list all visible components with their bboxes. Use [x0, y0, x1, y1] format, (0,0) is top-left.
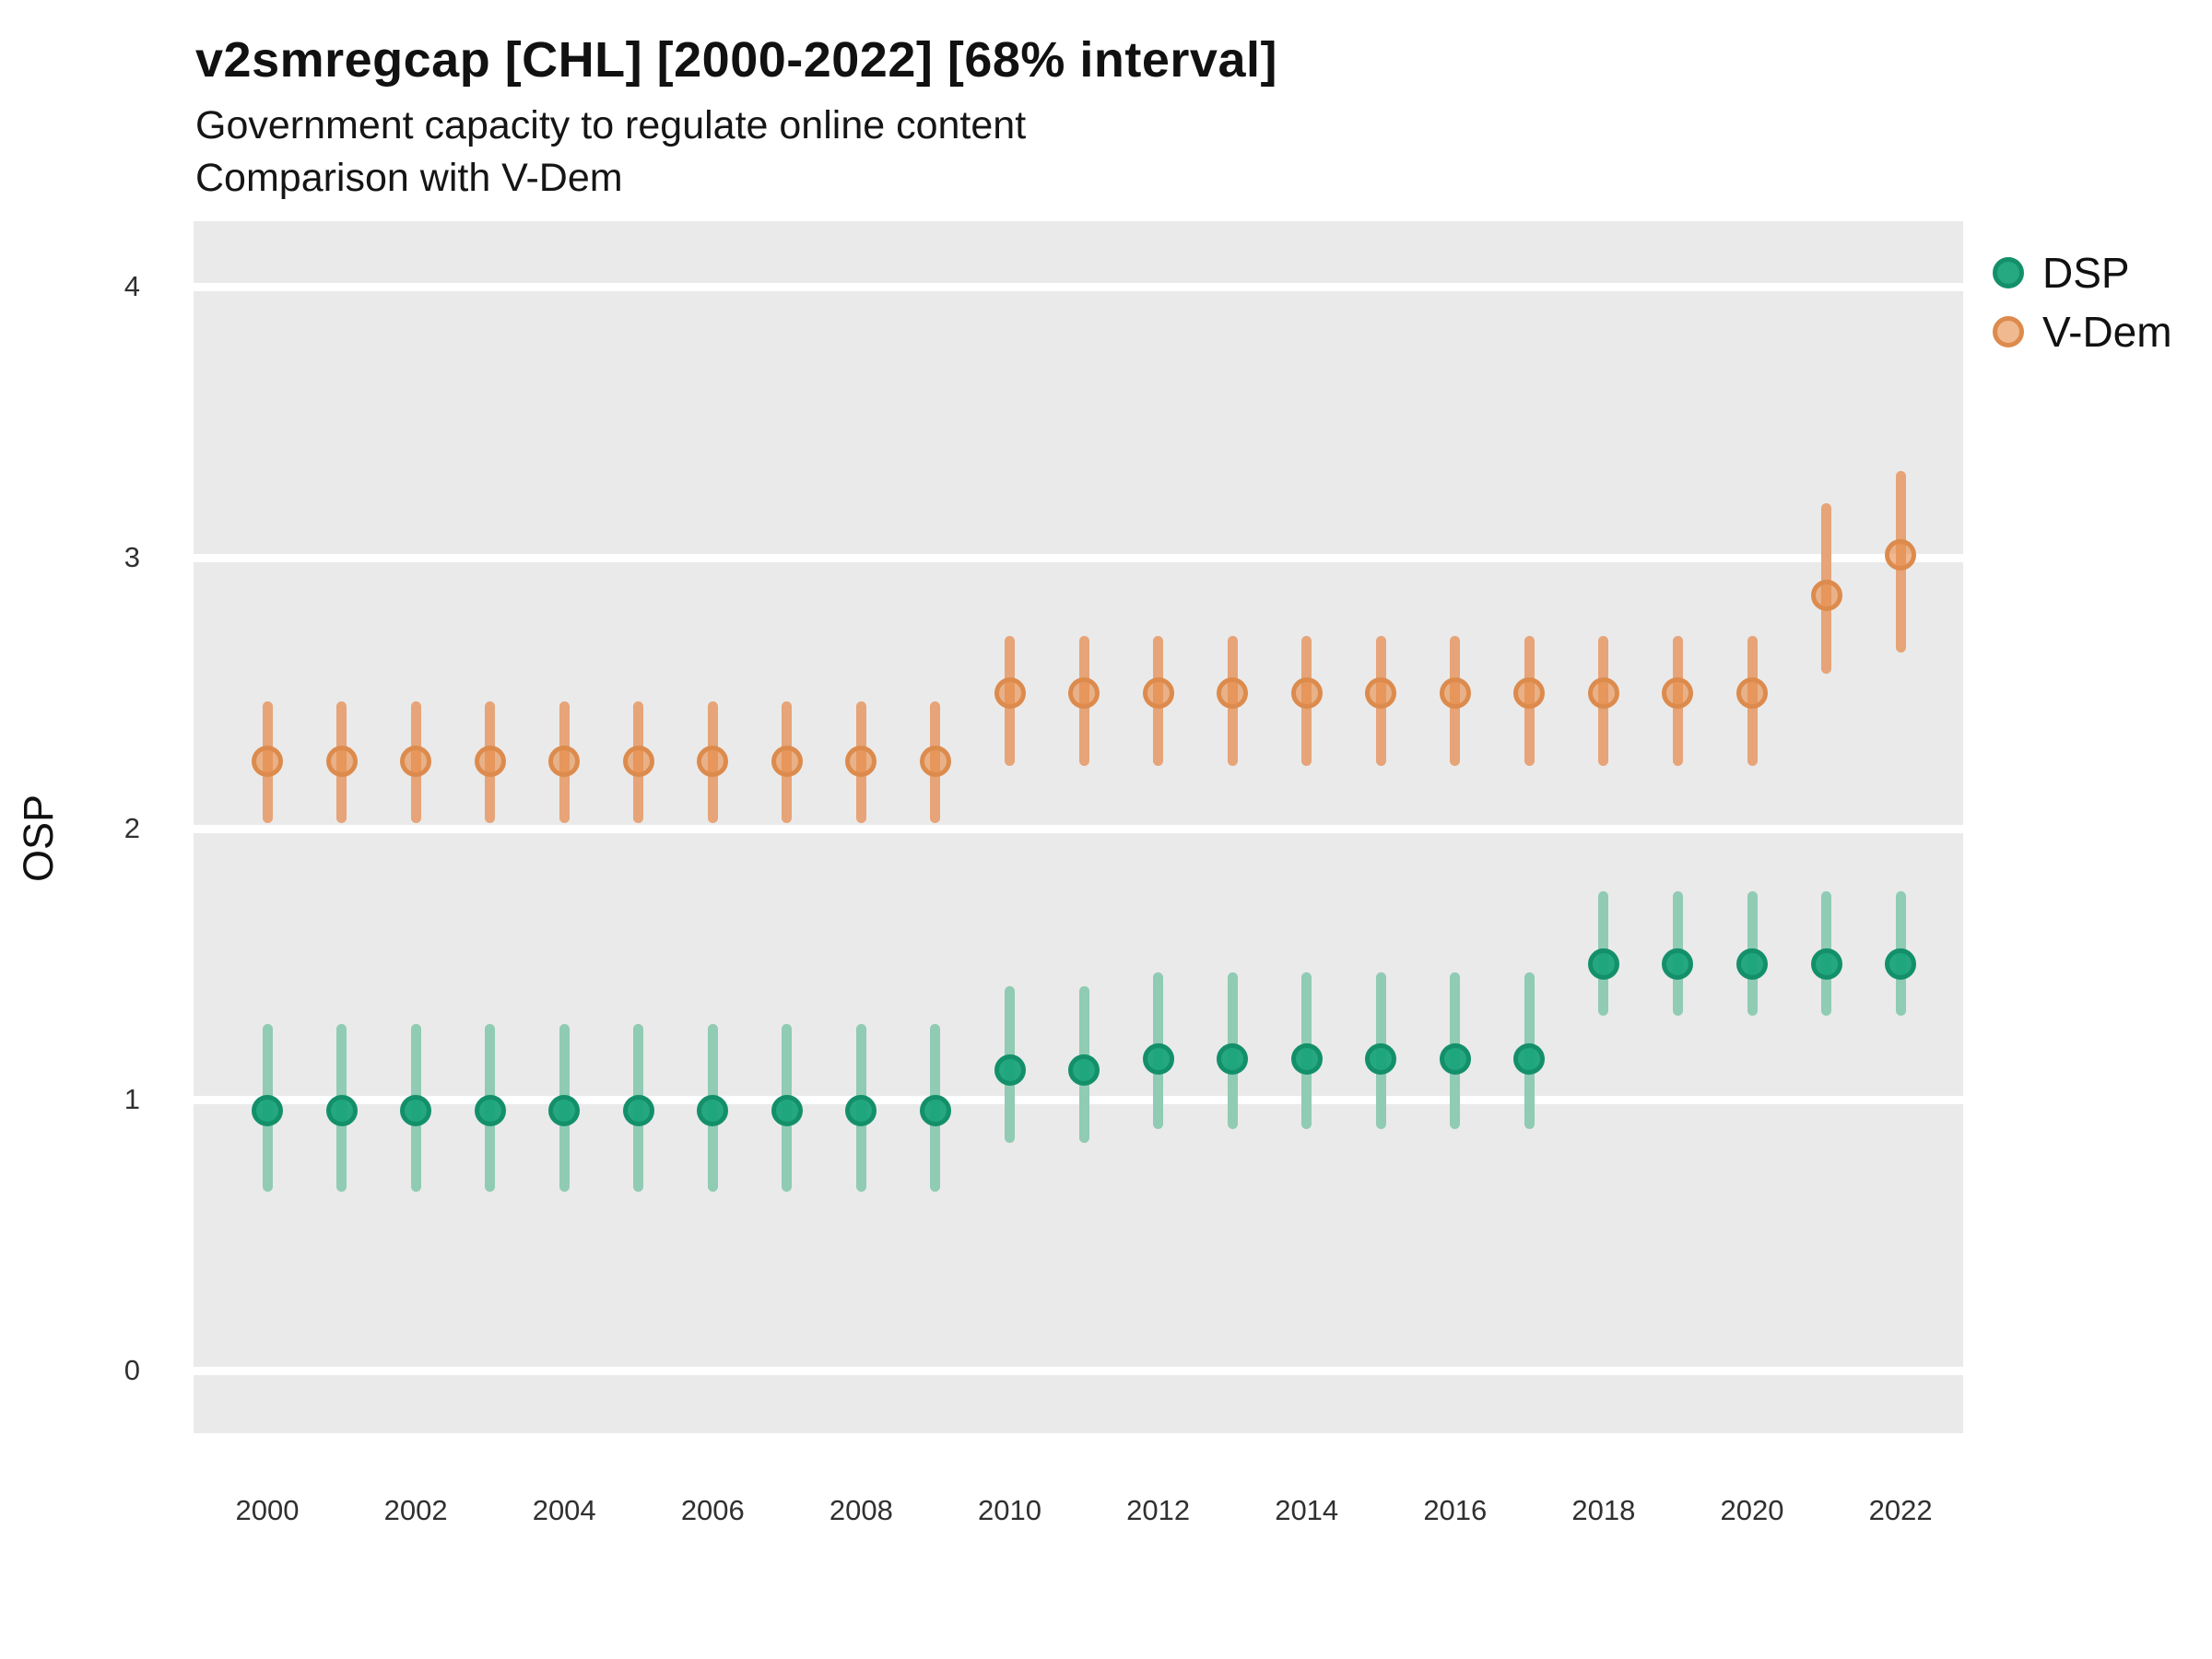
- v-dem-data-point: [994, 677, 1026, 709]
- v-dem-data-point: [400, 745, 432, 777]
- dsp-data-point: [622, 1094, 654, 1126]
- y-tick-label: 2: [124, 812, 140, 844]
- x-tick-label: 2018: [1571, 1494, 1636, 1526]
- x-tick-label: 2022: [1868, 1494, 1933, 1526]
- x-tick-label: 2006: [680, 1494, 745, 1526]
- dsp-data-point: [252, 1094, 283, 1126]
- x-tick-label: 2000: [235, 1494, 300, 1526]
- legend-label-dsp: DSP: [2042, 249, 2130, 297]
- legend-label-vdem: V-Dem: [2042, 308, 2172, 356]
- x-tick-label: 2020: [1720, 1494, 1784, 1526]
- chart-subtitle-line2: Comparison with V-Dem: [195, 156, 623, 200]
- legend: DSP V-Dem: [1993, 243, 2172, 361]
- dsp-data-point: [1885, 948, 1917, 980]
- y-tick-label: 1: [124, 1083, 140, 1115]
- x-tick-label: 2002: [383, 1494, 448, 1526]
- v-dem-data-point: [252, 745, 283, 777]
- v-dem-data-point: [474, 745, 506, 777]
- v-dem-data-point: [919, 745, 951, 777]
- v-dem-data-point: [1885, 539, 1917, 571]
- v-dem-data-point: [845, 745, 877, 777]
- y-tick-label: 4: [124, 270, 140, 302]
- v-dem-data-point: [1439, 677, 1471, 709]
- dsp-data-point: [1810, 948, 1842, 980]
- dsp-data-point: [325, 1094, 358, 1126]
- v-dem-data-point: [1142, 677, 1174, 709]
- v-dem-data-point: [1587, 677, 1619, 709]
- dsp-data-point: [1662, 948, 1694, 980]
- dsp-data-point: [994, 1053, 1026, 1086]
- dsp-data-point: [548, 1094, 581, 1126]
- dsp-data-point: [1068, 1053, 1100, 1086]
- dsp-data-point: [1365, 1042, 1397, 1075]
- gridline-y-2: [194, 824, 1963, 833]
- dsp-legend-dot-icon: [1993, 257, 2024, 288]
- v-dem-data-point: [622, 745, 654, 777]
- v-dem-data-point: [1365, 677, 1397, 709]
- y-tick-label: 3: [124, 541, 140, 573]
- v-dem-data-point: [548, 745, 581, 777]
- dsp-data-point: [919, 1094, 951, 1126]
- v-dem-data-point: [697, 745, 729, 777]
- plot-panel: [194, 221, 1963, 1433]
- dsp-data-point: [1736, 948, 1768, 980]
- dsp-data-point: [1513, 1042, 1546, 1075]
- chart-subtitle-line1: Government capacity to regulate online c…: [195, 103, 1027, 147]
- dsp-data-point: [474, 1094, 506, 1126]
- v-dem-data-point: [1513, 677, 1546, 709]
- vdem-legend-dot-icon: [1993, 316, 2024, 347]
- x-tick-label: 2010: [978, 1494, 1041, 1526]
- x-tick-label: 2008: [829, 1494, 893, 1526]
- dsp-data-point: [771, 1094, 803, 1126]
- v-dem-data-point: [1662, 677, 1694, 709]
- chart-title: v2smregcap [CHL] [2000-2022] [68% interv…: [195, 32, 1277, 88]
- v-dem-data-point: [1290, 677, 1323, 709]
- v-dem-data-point: [1810, 580, 1842, 612]
- x-tick-label: 2004: [532, 1494, 596, 1526]
- v-dem-data-point: [1217, 677, 1249, 709]
- dsp-data-point: [1142, 1042, 1174, 1075]
- dsp-data-point: [845, 1094, 877, 1126]
- gridline-y-3: [194, 553, 1963, 562]
- dsp-data-point: [1439, 1042, 1471, 1075]
- x-tick-label: 2014: [1275, 1494, 1339, 1526]
- v-dem-data-point: [325, 745, 358, 777]
- y-tick-label: 0: [124, 1354, 140, 1386]
- legend-item-vdem: V-Dem: [1993, 302, 2172, 361]
- v-dem-data-point: [1736, 677, 1768, 709]
- gridline-y-1: [194, 1095, 1963, 1104]
- x-tick-label: 2012: [1126, 1494, 1191, 1526]
- gridline-y-4: [194, 282, 1963, 291]
- x-tick-label: 2016: [1423, 1494, 1488, 1526]
- v-dem-data-point: [771, 745, 803, 777]
- v-dem-data-point: [1068, 677, 1100, 709]
- gridline-y-0: [194, 1366, 1963, 1375]
- legend-item-dsp: DSP: [1993, 243, 2172, 302]
- dsp-data-point: [1290, 1042, 1323, 1075]
- dsp-data-point: [400, 1094, 432, 1126]
- dsp-data-point: [697, 1094, 729, 1126]
- dsp-data-point: [1217, 1042, 1249, 1075]
- dsp-data-point: [1587, 948, 1619, 980]
